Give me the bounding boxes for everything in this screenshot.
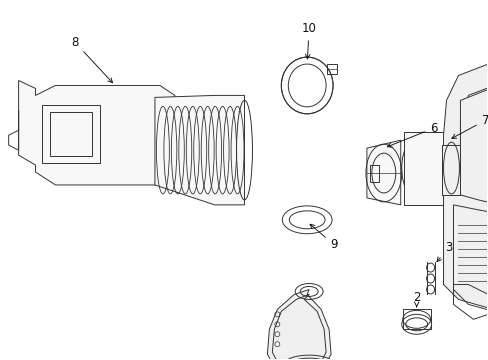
Polygon shape <box>366 140 400 205</box>
Polygon shape <box>19 81 175 185</box>
Text: 4: 4 <box>0 359 1 360</box>
Polygon shape <box>267 289 330 360</box>
Text: 7: 7 <box>451 114 488 138</box>
Polygon shape <box>155 95 244 205</box>
Polygon shape <box>460 85 488 210</box>
Polygon shape <box>443 195 488 319</box>
Text: 1: 1 <box>0 359 1 360</box>
Text: 5: 5 <box>0 359 1 360</box>
Polygon shape <box>403 132 443 205</box>
Polygon shape <box>441 145 460 195</box>
Text: 2: 2 <box>412 291 420 307</box>
Text: 6: 6 <box>386 122 436 147</box>
Text: 10: 10 <box>301 22 316 59</box>
Text: 3: 3 <box>436 241 451 262</box>
Text: 11: 11 <box>0 359 1 360</box>
Polygon shape <box>443 49 488 195</box>
Text: 8: 8 <box>72 36 112 83</box>
Text: 9: 9 <box>309 224 337 251</box>
